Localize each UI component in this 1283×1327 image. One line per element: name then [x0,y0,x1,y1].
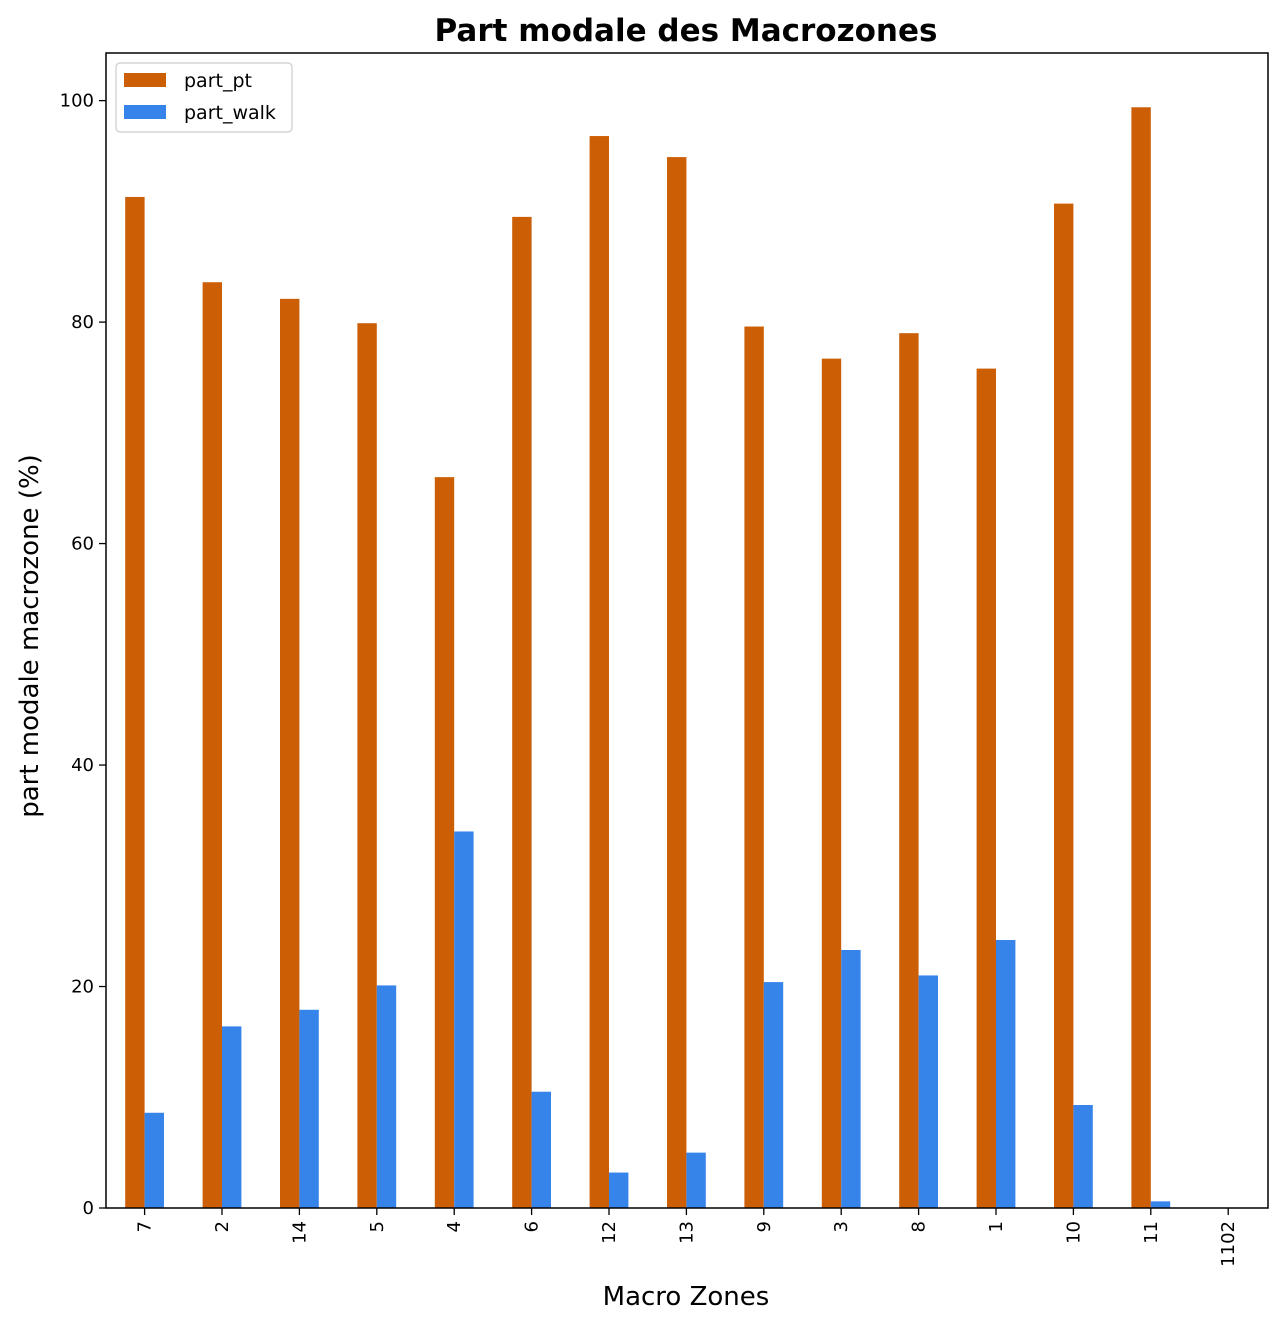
bar-part_walk-10 [1073,1105,1093,1208]
x-tick-label: 1 [986,1221,1007,1232]
y-tick-label: 80 [71,312,94,333]
legend: part_pt part_walk [115,62,293,133]
bar-part_pt-13 [667,157,687,1209]
bar-part_pt-11 [1131,107,1151,1208]
legend-swatch-part_walk [124,105,166,119]
bar-part_pt-7 [125,196,145,1208]
x-axis-ticks: 7 2 14 5 4 6 12 13 9 3 8 1 10 11 1102 [135,1208,1239,1267]
y-axis-label: part modale macrozone (%) [15,454,45,818]
bar-part_pt-8 [899,333,919,1208]
legend-label-part_walk: part_walk [184,102,276,124]
x-tick-label: 2 [212,1221,233,1232]
x-tick-label: 5 [367,1221,388,1232]
x-tick-label: 14 [289,1221,310,1244]
bar-part_walk-8 [918,975,938,1208]
x-tick-label: 8 [909,1221,930,1232]
bar-part_pt-4 [434,477,455,1208]
x-tick-label: 12 [599,1221,620,1244]
bar-part_walk-14 [299,1009,319,1208]
bar-part_pt-1 [976,368,996,1209]
bar-part_pt-9 [744,326,764,1208]
x-axis-label: Macro Zones [603,1282,770,1312]
bar-part_walk-12 [609,1172,629,1208]
bar-part_walk-3 [841,949,861,1208]
x-tick-label: 3 [831,1221,852,1232]
x-tick-label: 10 [1063,1221,1084,1244]
plot-frame [105,52,1269,1209]
x-tick-label: 1102 [1218,1221,1239,1267]
bar-part_walk-4 [454,831,474,1208]
x-tick-label: 6 [522,1221,543,1232]
x-tick-label: 11 [1141,1221,1162,1244]
bar-part_pt-2 [202,282,222,1209]
y-tick-label: 20 [71,977,94,998]
bar-part_pt-10 [1054,203,1074,1209]
y-tick-label: 100 [60,91,94,112]
bar-part_walk-7 [144,1112,164,1208]
bar-part_walk-6 [531,1091,551,1208]
y-axis-ticks: 0 20 40 60 80 100 [60,91,106,1219]
y-tick-label: 40 [71,755,94,776]
y-tick-label: 0 [83,1198,94,1219]
x-tick-label: 9 [754,1221,775,1232]
legend-label-part_pt: part_pt [184,70,252,92]
bar-part_walk-2 [222,1026,242,1208]
y-tick-label: 60 [71,534,94,555]
bar-part_walk-9 [763,982,784,1208]
bar-part_pt-3 [821,358,842,1208]
bar-part_pt-6 [512,216,532,1208]
bar-part_walk-5 [376,985,397,1208]
x-tick-label: 4 [444,1221,465,1232]
x-tick-label: 7 [135,1221,156,1232]
x-tick-label: 13 [676,1221,697,1244]
bar-part_walk-13 [686,1152,706,1208]
bar-part_pt-12 [589,136,609,1208]
bar-part_pt-5 [357,323,377,1208]
bar-part_walk-1 [996,940,1016,1208]
legend-swatch-part_pt [124,73,166,87]
bar-part_pt-14 [280,298,300,1209]
bar-part_walk-11 [1150,1201,1171,1208]
bars-layer [125,107,1171,1209]
chart-title: Part modale des Macrozones [435,13,938,49]
